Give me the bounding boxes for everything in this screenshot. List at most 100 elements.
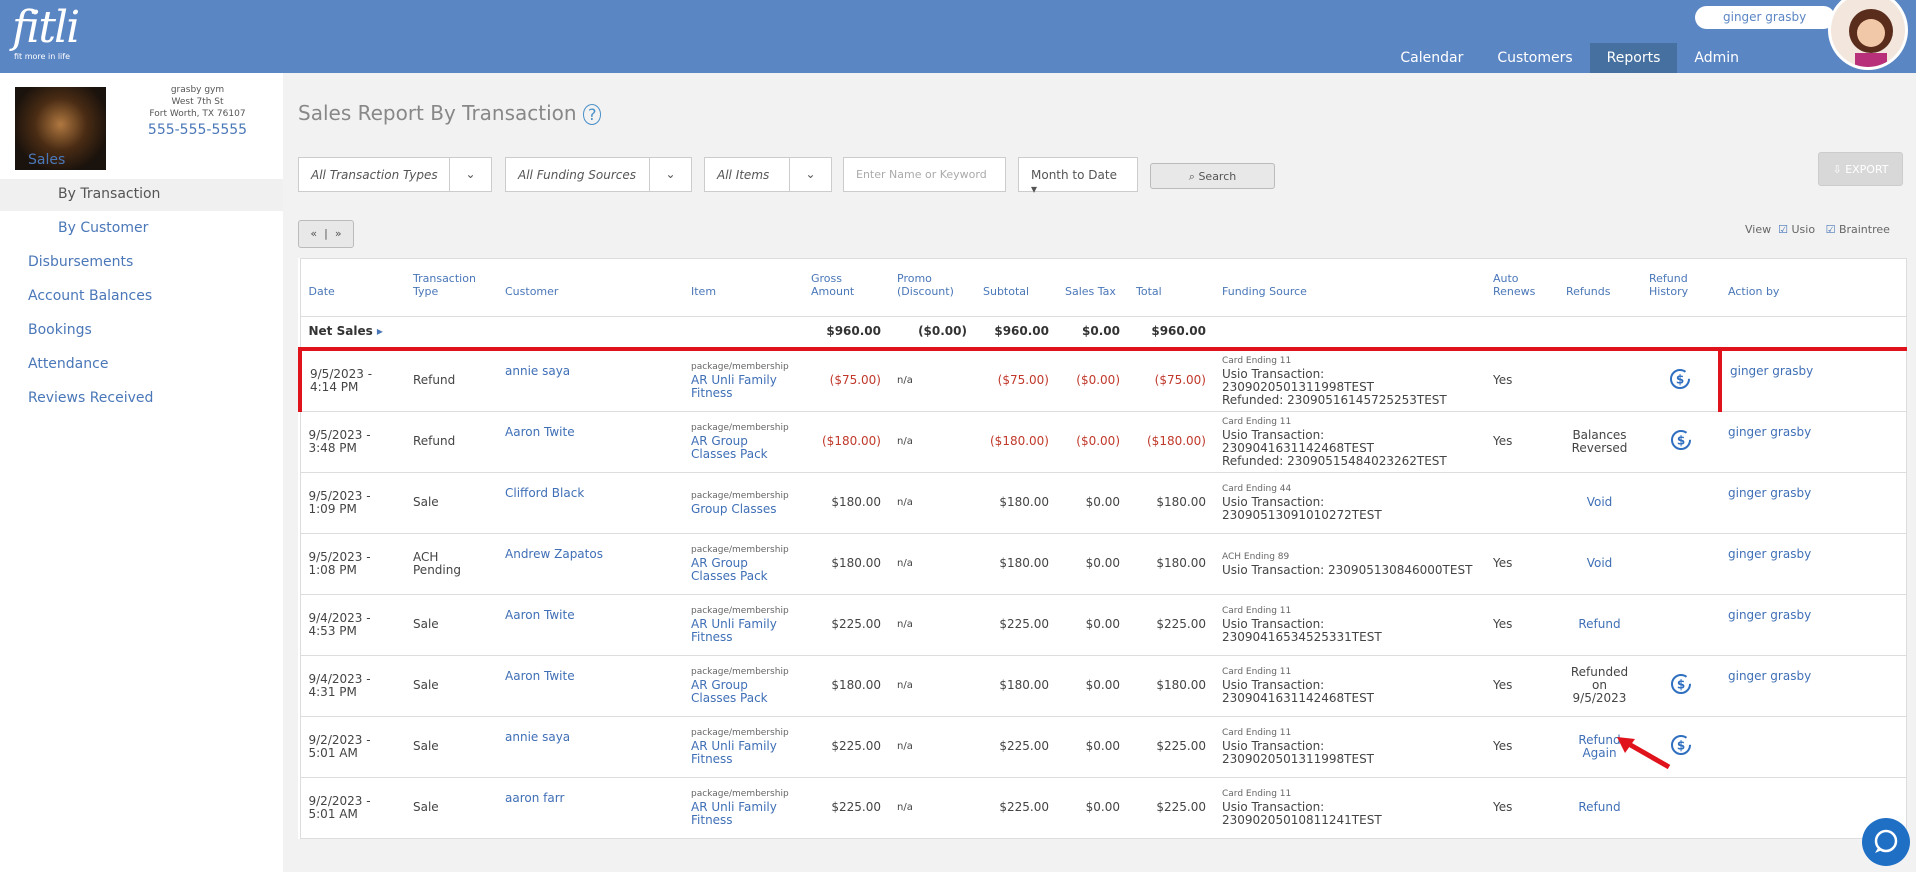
filter-funding[interactable]: All Funding Sources ⌄	[505, 157, 692, 192]
nav-item[interactable]: Reports	[1589, 43, 1678, 73]
user-menu[interactable]: ginger grasby	[1695, 6, 1835, 29]
svg-text:$: $	[1675, 373, 1683, 387]
customer[interactable]: annie saya	[505, 729, 571, 744]
customer[interactable]: annie saya	[505, 363, 571, 378]
gross: $180.00	[803, 472, 889, 534]
item[interactable]: AR Group Classes Pack	[691, 678, 768, 705]
refund-text[interactable]: Refund	[1578, 800, 1621, 814]
action-user[interactable]: ginger grasby	[1730, 363, 1814, 378]
funding-cell: Card Ending 11 Usio Transaction: 23090416…	[1214, 411, 1485, 473]
refund-text[interactable]: Void	[1586, 495, 1613, 509]
auto-renews: Yes	[1485, 533, 1558, 595]
expand-icon[interactable]: ▸	[372, 324, 383, 339]
net-sales-row: Net Sales ▸ $960.00 ($0.00) $960.00 $0.00 $96…	[300, 316, 1906, 349]
item[interactable]: AR Unli Family Fitness	[691, 617, 777, 644]
nav-item[interactable]: Admin	[1694, 50, 1739, 66]
prev[interactable]: «	[310, 227, 318, 240]
auto-renews: Yes	[1485, 777, 1558, 839]
nav-item[interactable]: Calendar	[1400, 50, 1464, 66]
refund-text[interactable]: Void	[1586, 556, 1613, 570]
refunds: Refund	[1558, 777, 1641, 839]
menu-item[interactable]: Bookings	[28, 322, 92, 338]
customer-cell: Aaron Twite	[497, 655, 683, 717]
column-header: Gross Amount	[803, 258, 889, 317]
refund-text: Refunded on 9/5/2023	[1570, 665, 1629, 705]
help-icon[interactable]: ?	[582, 104, 602, 125]
customer[interactable]: Andrew Zapatos	[505, 546, 603, 561]
customer[interactable]: Aaron Twite	[505, 424, 575, 439]
refund-text[interactable]: Refund	[1578, 617, 1621, 631]
column-header: Promo (Discount)	[889, 258, 975, 317]
action-user[interactable]: ginger grasby	[1728, 607, 1812, 622]
customer[interactable]: Clifford Black	[505, 485, 585, 500]
item[interactable]: AR Unli Family Fitness	[691, 373, 777, 400]
gym-phone[interactable]: 555-555-5555	[147, 122, 248, 138]
type: Sale	[405, 472, 497, 534]
item[interactable]: AR Group Classes Pack	[691, 556, 768, 583]
gym-street: West 7th St	[171, 97, 224, 107]
customer-cell: Andrew Zapatos	[497, 533, 683, 595]
search-button[interactable]: ⌕ Search	[1150, 163, 1275, 189]
history-icon[interactable]: $	[1669, 735, 1693, 760]
column-header: Refund History	[1641, 258, 1720, 317]
next[interactable]: »	[334, 227, 342, 240]
refund-text[interactable]: Refund Again	[1578, 732, 1621, 760]
keyword-input[interactable]: Enter Name or Keyword	[843, 157, 1006, 192]
net-tax: $0.00	[1057, 316, 1128, 349]
item[interactable]: AR Group Classes Pack	[691, 434, 768, 461]
menu-item[interactable]: Disbursements	[28, 254, 134, 270]
nav-item[interactable]: Customers	[1497, 50, 1573, 66]
title-text: Sales Report By Transaction	[298, 101, 577, 125]
avatar[interactable]	[1828, 0, 1908, 70]
chat-button[interactable]	[1862, 818, 1910, 866]
auto-renews	[1485, 472, 1558, 534]
refunds	[1558, 346, 1641, 412]
checkbox[interactable]: ☑	[1825, 223, 1836, 236]
net-promo: ($0.00)	[889, 316, 975, 349]
pager: « | »	[298, 220, 354, 248]
menu-item[interactable]: Reviews Received	[28, 390, 154, 406]
menu-item[interactable]: Account Balances	[28, 288, 153, 304]
customer[interactable]: Aaron Twite	[505, 607, 575, 622]
period-select[interactable]: Month to Date ▾	[1018, 157, 1138, 196]
history-svg: $	[1669, 369, 1690, 389]
action-user[interactable]: ginger grasby	[1728, 668, 1812, 683]
action-user[interactable]: ginger grasby	[1728, 424, 1812, 439]
date: 9/5/2023 - 3:48 PM	[300, 411, 405, 473]
filter-text: All Transaction Types	[311, 168, 438, 182]
item[interactable]: AR Unli Family Fitness	[691, 800, 777, 827]
customer[interactable]: Aaron Twite	[505, 668, 575, 683]
view-toggle: View ☑ Usio ☑ Braintree	[1745, 223, 1890, 236]
item[interactable]: AR Unli Family Fitness	[691, 739, 777, 766]
logo[interactable]: fitli	[12, 2, 80, 53]
total: ($180.00)	[1128, 411, 1214, 473]
history-icon[interactable]: $	[1669, 430, 1693, 455]
funding-cell: Card Ending 11 Usio Transaction: 23090416…	[1214, 655, 1485, 717]
menu-item[interactable]: By Transaction	[0, 179, 283, 211]
menu-item[interactable]: Sales	[28, 152, 66, 168]
period-text: Month to Date	[1031, 168, 1117, 182]
menu-item[interactable]: Attendance	[28, 356, 109, 372]
customer[interactable]: aaron farr	[505, 790, 565, 805]
menu-item[interactable]: By Customer	[58, 220, 149, 236]
history-icon[interactable]: $	[1669, 674, 1693, 699]
item[interactable]: Group Classes	[691, 501, 777, 516]
customer-cell: annie saya	[497, 716, 683, 778]
total: $225.00	[1128, 716, 1214, 778]
filter-items[interactable]: All Items ⌄	[704, 157, 832, 192]
checkbox[interactable]: ☑	[1778, 223, 1788, 236]
filter-type[interactable]: All Transaction Types ⌄	[298, 157, 492, 192]
history-icon[interactable]: $	[1668, 369, 1692, 394]
auto-renews: Yes	[1485, 346, 1558, 412]
item-cell: package/membership AR Unli Family Fitness	[683, 346, 803, 412]
refund-text: Balances Reversed	[1571, 427, 1628, 455]
export-button[interactable]: ⇩ EXPORT	[1818, 152, 1903, 186]
action-user[interactable]: ginger grasby	[1728, 485, 1812, 500]
column-header: Refunds	[1558, 258, 1641, 317]
refund-history	[1641, 594, 1720, 656]
item-cell: package/membership AR Unli Family Fitness	[683, 777, 803, 839]
auto-text: Yes	[1493, 556, 1513, 570]
subtotal: $225.00	[975, 777, 1057, 839]
action-user[interactable]: ginger grasby	[1728, 546, 1812, 561]
